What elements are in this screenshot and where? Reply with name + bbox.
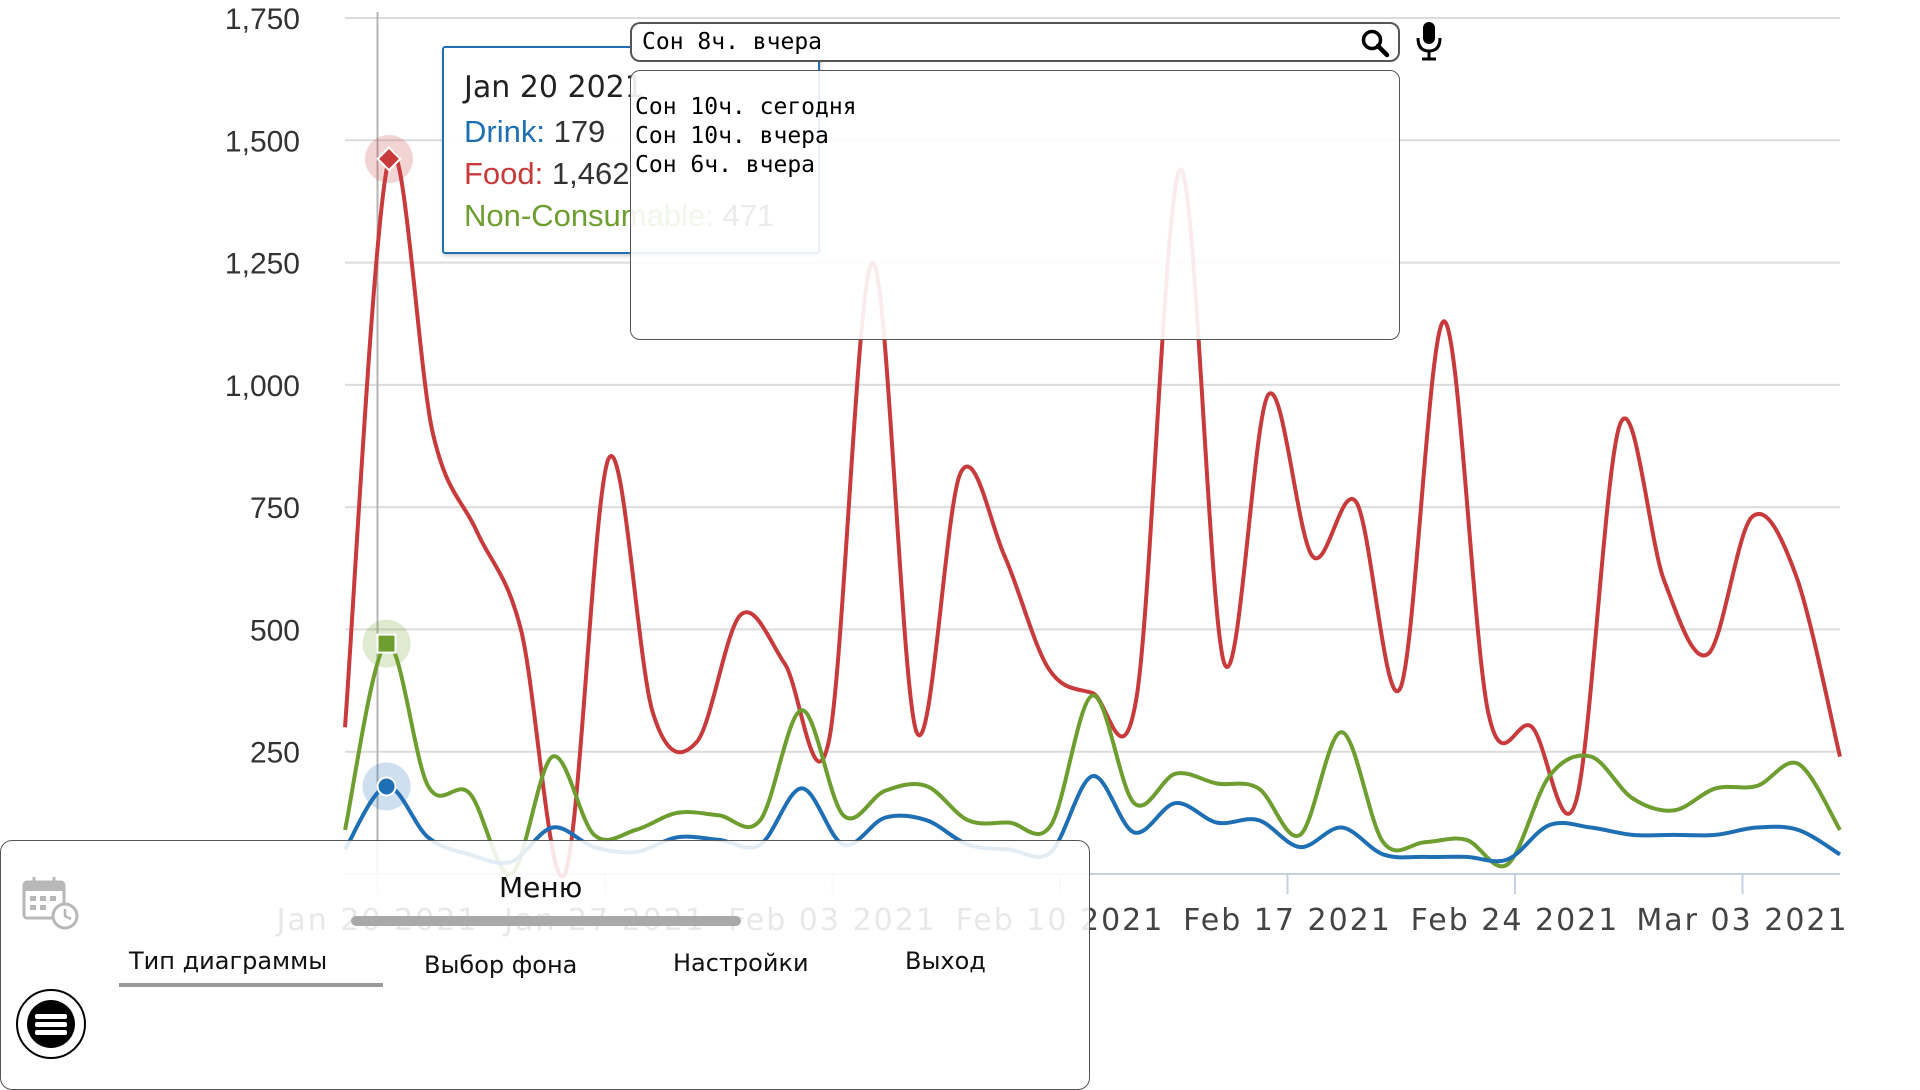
hamburger-menu-button[interactable] bbox=[16, 989, 86, 1059]
search-box bbox=[630, 22, 1400, 62]
search-suggestions: Сон 10ч. сегодня Сон 10ч. вчера Сон 6ч. … bbox=[630, 70, 1400, 340]
microphone-icon[interactable] bbox=[1414, 20, 1444, 62]
menu-item-background[interactable]: Выбор фона bbox=[424, 951, 578, 979]
y-tick-label: 1,000 bbox=[225, 370, 300, 403]
tooltip-value-drink: 179 bbox=[553, 114, 606, 149]
y-tick-label: 1,750 bbox=[225, 3, 300, 36]
calendar-clock-icon[interactable] bbox=[21, 874, 81, 930]
suggestion-item[interactable]: Сон 10ч. вчера bbox=[635, 123, 829, 149]
tooltip-label-food: Food: bbox=[464, 156, 544, 191]
marker-drink bbox=[376, 776, 397, 797]
menu-item-settings[interactable]: Настройки bbox=[673, 949, 809, 977]
tooltip-row-drink: Drink: 179 bbox=[464, 114, 605, 150]
y-tick-label: 500 bbox=[250, 614, 300, 647]
tooltip-label-drink: Drink: bbox=[464, 114, 545, 149]
series-line-non-consumable bbox=[343, 641, 1842, 877]
menu-panel: Меню Тип диаграммы Выбор фона Настройки … bbox=[0, 840, 1090, 1090]
tooltip-date: Jan 20 2021 bbox=[464, 70, 644, 105]
y-tick-label: 250 bbox=[250, 737, 300, 770]
suggestion-item[interactable]: Сон 10ч. сегодня bbox=[635, 94, 857, 120]
menu-title: Меню bbox=[499, 871, 583, 904]
search-icon[interactable] bbox=[1360, 28, 1390, 58]
chart-markers bbox=[362, 134, 413, 811]
marker-food bbox=[376, 146, 402, 172]
tooltip-row-food: Food: 1,462 bbox=[464, 156, 629, 192]
hamburger-menu-icon bbox=[27, 1000, 75, 1048]
x-tick-label: Feb 17 2021 bbox=[1183, 903, 1392, 938]
menu-item-active-underline bbox=[119, 983, 383, 987]
y-tick-label: 1,500 bbox=[225, 125, 300, 158]
menu-item-exit[interactable]: Выход bbox=[905, 947, 986, 975]
menu-item-chart-type[interactable]: Тип диаграммы bbox=[129, 947, 328, 975]
y-tick-label: 750 bbox=[250, 492, 300, 525]
menu-scroll-track[interactable] bbox=[351, 916, 741, 926]
marker-non-consumable bbox=[376, 633, 397, 654]
x-tick-label: Feb 24 2021 bbox=[1411, 903, 1620, 938]
y-tick-label: 1,250 bbox=[225, 248, 300, 281]
x-tick-label: Mar 03 2021 bbox=[1636, 903, 1848, 938]
tooltip-value-food: 1,462 bbox=[551, 156, 630, 191]
suggestion-item[interactable]: Сон 6ч. вчера bbox=[635, 152, 816, 178]
search-input[interactable] bbox=[642, 27, 1332, 57]
y-axis-ticks: 1,750 1,500 1,250 1,000 750 500 250 bbox=[225, 3, 300, 770]
